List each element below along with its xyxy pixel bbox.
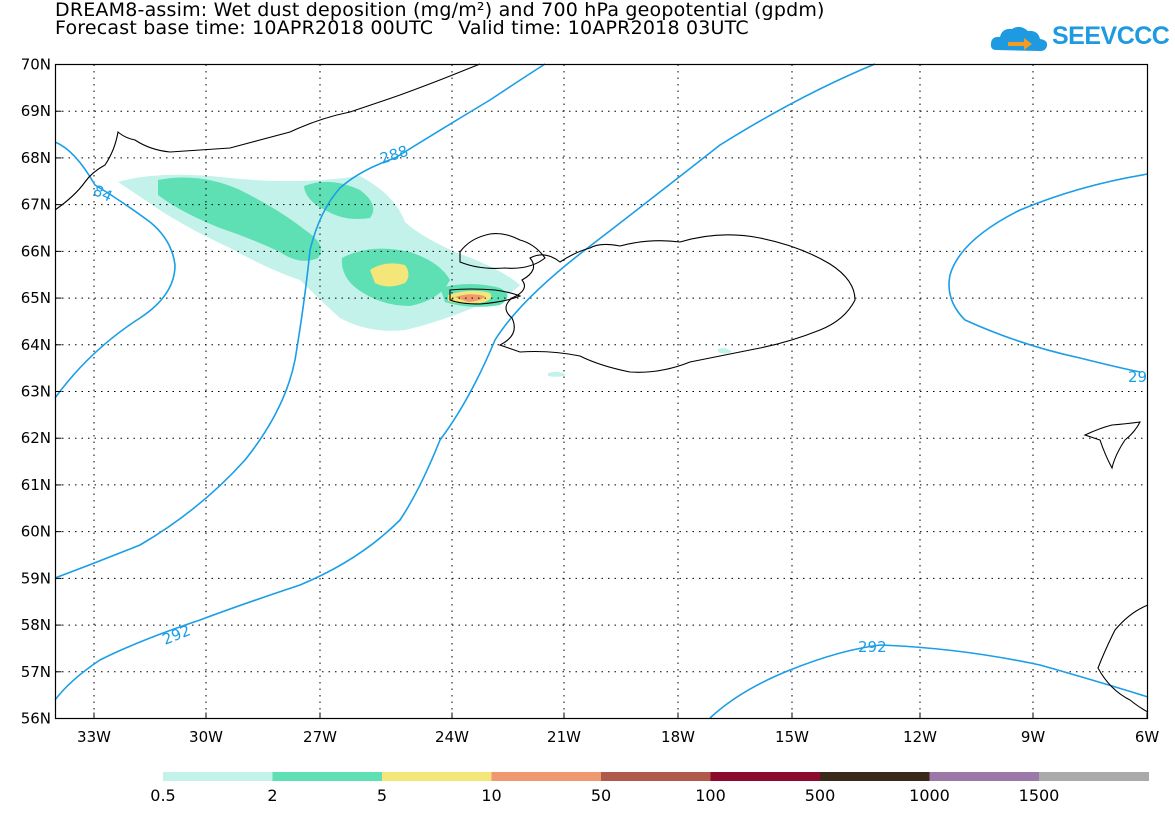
longitude-label: 33W — [77, 728, 111, 746]
latitude-label: 69N — [21, 102, 51, 120]
colorbar-label: 1000 — [909, 786, 950, 805]
colorbar-swatch — [820, 772, 930, 781]
map-title: DREAM8-assim: Wet dust deposition (mg/m²… — [55, 0, 825, 21]
colorbar-swatch — [710, 772, 821, 781]
colorbar-swatch — [382, 772, 492, 781]
colorbar-label: 0.5 — [150, 786, 175, 805]
colorbar-label: 1500 — [1019, 786, 1060, 805]
latitude-label: 67N — [21, 196, 51, 214]
latitude-label: 64N — [21, 336, 51, 354]
latitude-label: 60N — [21, 523, 51, 541]
faroe-coast — [1083, 421, 1141, 470]
latitude-label: 58N — [21, 616, 51, 634]
latitude-label: 65N — [21, 289, 51, 307]
longitude-label: 15W — [775, 728, 809, 746]
dust-band-10 — [455, 294, 485, 302]
contour-labels: 288 84 292 292 29 — [90, 142, 1147, 656]
longitude-label: 21W — [547, 728, 581, 746]
map-subtitle-times: Forecast base time: 10APR2018 00UTC Vali… — [55, 17, 749, 39]
longitude-label: 18W — [661, 728, 695, 746]
longitude-label: 30W — [189, 728, 223, 746]
graticule — [55, 64, 1148, 719]
colorbar-label: 500 — [805, 786, 836, 805]
colorbar-swatch — [1039, 772, 1149, 781]
latitude-label: 59N — [21, 569, 51, 587]
contour-label: 288 — [378, 142, 411, 168]
colorbar-label: 10 — [481, 786, 501, 805]
contour-292-east-ridge — [948, 173, 1149, 373]
contour-292-west — [54, 63, 876, 701]
dust-band-5 — [370, 263, 409, 287]
dust-band-2 — [158, 177, 322, 261]
latitude-label: 56N — [21, 710, 51, 728]
scotland-coast — [1097, 604, 1149, 713]
longitude-label: 12W — [903, 728, 937, 746]
latitude-label: 62N — [21, 429, 51, 447]
colorbar-label: 5 — [377, 786, 387, 805]
latitude-label: 68N — [21, 149, 51, 167]
contour-label: 29 — [1128, 368, 1147, 386]
latitude-label: 63N — [21, 383, 51, 401]
longitude-labels: 33W 30W 27W 24W 21W 18W 15W 12W 9W 6W — [77, 712, 1160, 746]
latitude-label: 57N — [21, 663, 51, 681]
dust-shading — [118, 174, 732, 377]
longitude-label: 6W — [1135, 728, 1160, 746]
colorbar-label: 2 — [267, 786, 277, 805]
longitude-label: 27W — [303, 728, 337, 746]
longitude-label: 24W — [435, 728, 469, 746]
colorbar-swatch — [272, 772, 383, 781]
geopotential-contours — [54, 63, 1149, 719]
contour-284-upper — [54, 141, 176, 399]
colorbar-swatch — [491, 772, 602, 781]
colorbar-swatch — [929, 772, 1040, 781]
colorbar-label: 50 — [591, 786, 611, 805]
latitude-label: 66N — [21, 242, 51, 260]
latitude-label: 61N — [21, 476, 51, 494]
longitude-label: 9W — [1021, 728, 1046, 746]
logo-text: SEEVCCC — [1052, 22, 1170, 50]
latitude-label: 70N — [21, 56, 51, 74]
colorbar-swatch — [601, 772, 711, 781]
colorbar: 0.5 2 5 10 50 100 500 1000 1500 — [150, 772, 1149, 805]
colorbar-label: 100 — [695, 786, 726, 805]
contour-label: 292 — [858, 638, 887, 656]
coastlines — [54, 63, 1149, 713]
greenland-coast — [54, 63, 481, 211]
contour-292-south — [709, 644, 1149, 719]
latitude-labels: 70N 69N 68N 67N 66N 65N 64N 63N 62N 61N 60N 59N 58N 5… — [21, 56, 62, 728]
cloud-arrow-icon — [990, 26, 1048, 51]
contour-label: 292 — [160, 621, 193, 648]
iceland-coast — [498, 234, 856, 373]
contour-288 — [54, 63, 546, 579]
colorbar-swatch — [163, 772, 273, 781]
